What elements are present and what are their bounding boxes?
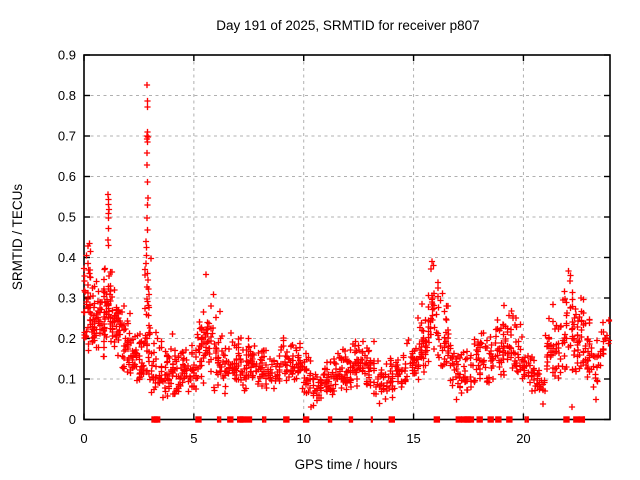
zero-thin-marker — [216, 416, 220, 423]
zero-square-marker — [302, 416, 310, 423]
zero-square-marker — [464, 416, 471, 423]
y-tick-label: 0.6 — [58, 169, 76, 184]
x-tick-label: 15 — [406, 431, 420, 446]
zero-square-marker — [476, 416, 483, 423]
zero-square-marker — [506, 416, 513, 423]
x-tick-label: 0 — [80, 431, 87, 446]
zero-square-marker — [239, 416, 247, 423]
x-axis-title: GPS time / hours — [295, 457, 398, 472]
zero-thin-marker — [327, 416, 331, 423]
zero-thin-marker — [526, 416, 529, 423]
zero-thin-marker — [264, 416, 267, 423]
zero-thin-marker — [219, 416, 222, 423]
zero-thin-marker — [348, 416, 351, 423]
y-tick-label: 0.9 — [58, 48, 76, 63]
data-points-layer — [80, 81, 613, 423]
y-tick-label: 0.5 — [58, 210, 76, 225]
zero-thin-marker — [261, 416, 265, 423]
zero-square-marker — [195, 416, 202, 423]
data-points — [80, 81, 613, 411]
y-axis-title: SRMTID / TECUs — [10, 184, 25, 291]
zero-square-marker — [388, 416, 396, 423]
tick-labels: 0 5 10 15 20 0 0.1 0.2 0.3 0.4 0.5 0.6 0.7 0.8 0.9 — [58, 48, 531, 447]
zero-thin-marker — [330, 416, 333, 423]
zero-square-marker — [245, 416, 253, 423]
chart-title: Day 191 of 2025, SRMTID for receiver p80… — [216, 18, 479, 33]
y-tick-label: 0 — [69, 412, 76, 427]
y-tick-label: 0.7 — [58, 129, 76, 144]
zero-thin-marker — [350, 416, 354, 423]
zero-square-marker — [283, 416, 290, 423]
plot-border — [83, 54, 611, 421]
zero-square-marker — [573, 416, 580, 423]
zero-thin-marker — [370, 416, 373, 423]
zero-thin-marker — [582, 416, 585, 423]
x-tick-label: 20 — [516, 431, 530, 446]
x-tick-label: 5 — [190, 431, 197, 446]
zero-square-marker — [433, 416, 441, 423]
zero-square-marker — [455, 416, 463, 423]
y-tick-label: 0.4 — [58, 250, 76, 265]
y-tick-label: 0.3 — [58, 291, 76, 306]
zero-square-marker — [461, 416, 468, 423]
zero-square-marker — [153, 416, 161, 423]
zero-square-marker — [495, 416, 502, 423]
zero-square-marker — [467, 416, 475, 423]
x-tick-label: 10 — [296, 431, 310, 446]
y-tick-label: 0.8 — [58, 88, 76, 103]
zero-square-marker — [563, 416, 570, 423]
zero-thin-marker — [524, 416, 527, 423]
zero-square-marker — [227, 416, 234, 423]
y-tick-label: 0.2 — [58, 331, 76, 346]
zero-square-marker — [578, 416, 586, 423]
y-tick-label: 0.1 — [58, 372, 76, 387]
zero-square-marker — [487, 416, 494, 423]
